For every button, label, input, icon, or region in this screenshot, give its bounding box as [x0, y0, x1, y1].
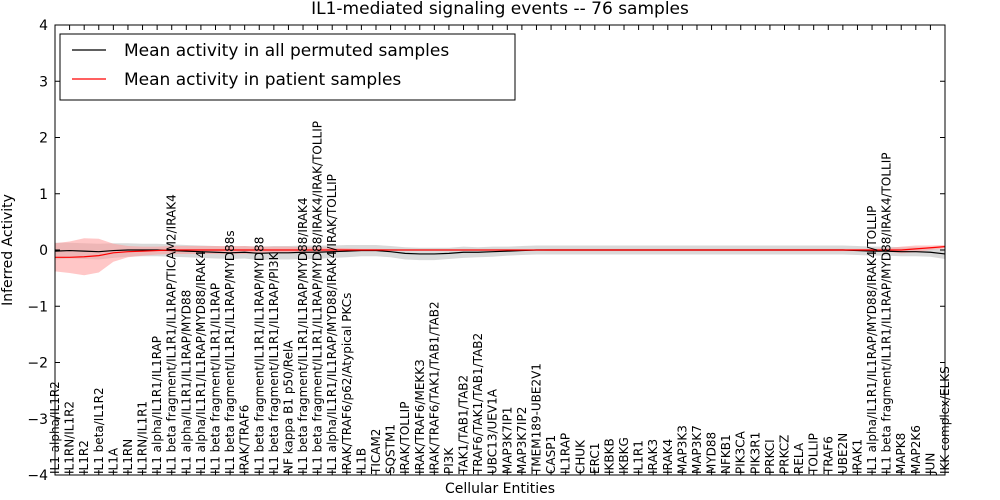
legend: Mean activity in all permuted samples Me…: [59, 33, 516, 101]
x-tick-label: PIK3CA: [734, 430, 748, 474]
x-tick-label: PRKCI: [763, 439, 777, 474]
x-tick-label: RELA: [792, 442, 806, 474]
x-tick-label: IL1RN/IL1R1: [136, 401, 150, 474]
x-tick-label: IL1 beta fragment/IL1R1/IL1RAP/MYD88s: [223, 230, 237, 474]
x-tick-label: UBC13/UEV1A: [486, 388, 500, 474]
x-tick-label: TOLLIP: [807, 433, 821, 475]
line-series-1: [55, 246, 946, 258]
x-tick-label: TMEM189-UBE2V1: [529, 363, 543, 475]
x-tick-label: IRAK3: [646, 439, 660, 474]
x-tick-label: PRKCZ: [778, 435, 792, 474]
x-tick-label: IL1RAP: [559, 433, 573, 474]
x-tick-label: MYD88: [705, 432, 719, 474]
x-tick-label: IL1 beta fragment/IL1R1/IL1RAP/PI3K: [267, 251, 281, 474]
x-tick-label: IRAK4: [661, 439, 675, 474]
y-tick-label: −4: [27, 468, 48, 484]
x-tick-label: IRAK/TOLLIP: [398, 402, 412, 474]
y-tick-label: 2: [39, 131, 48, 147]
y-tick-label: 3: [39, 74, 48, 90]
legend-box: [59, 33, 516, 101]
legend-label-permuted: Mean activity in all permuted samples: [124, 41, 449, 61]
x-tick-label: TRAF6/TAK1/TAB1/TAB2: [471, 333, 485, 475]
x-tick-label: IL1 beta fragment/IL1R1/IL1RAP/MYD88/IRA…: [311, 121, 325, 474]
legend-label-patient: Mean activity in patient samples: [124, 70, 401, 90]
x-tick-label: MAPK8: [894, 433, 908, 474]
x-tick-label: IRAK/TRAF6: [238, 405, 252, 474]
x-tick-label: IL1 beta fragment/IL1R1/IL1RAP: [208, 283, 222, 474]
x-tick-label: IL1 beta fragment/IL1R1/IL1RAP/MYD88: [252, 237, 266, 474]
plot-frame: [54, 24, 946, 476]
x-tick-label: IL1 alpha/IL1R1/IL1RAP/MYD88: [179, 290, 193, 474]
band-series-1: [55, 238, 945, 276]
x-tick-label: IL1RN: [121, 439, 135, 474]
x-tick-label: JUN: [923, 453, 937, 475]
x-tick-label: IL1 alpha/IL1R1/IL1RAP: [150, 336, 164, 474]
x-tick-label: MAP3K3: [675, 425, 689, 474]
y-tick-label: 0: [39, 243, 48, 259]
x-tick-label: PI3K: [442, 447, 456, 474]
x-tick-label: MAP2K6: [909, 425, 923, 474]
chart-title: IL1-mediated signaling events -- 76 samp…: [311, 0, 689, 19]
x-tick-label: IRAK1: [850, 439, 864, 474]
x-tick-label: IKBKB: [602, 438, 616, 474]
x-tick-label: IRAK/TRAF6/TAK1/TAB1/TAB2: [427, 301, 441, 474]
x-tick-label: MAP3K7IP1: [500, 407, 514, 474]
x-tick-label: IL1R2: [77, 440, 91, 474]
x-tick-label: IL1 alpha/IL1R1/IL1RAP/MYD88/IRAK4: [194, 251, 208, 474]
x-tick-label: SQSTM1: [384, 424, 398, 474]
x-tick-label: ERC1: [588, 443, 602, 474]
x-tick-label: NF kappa B1 p50/RelA: [281, 340, 295, 474]
x-tick-label: IL1 alpha/IL1R1/IL1RAP/MYD88/IRAK4/TOLLI…: [865, 206, 879, 474]
x-tick-label: IL1A: [106, 447, 120, 474]
x-tick-label: IL1 beta fragment/IL1R1/IL1RAP/MYD88/IRA…: [880, 153, 894, 474]
x-tick-label: IL1 beta fragment/IL1R1/IL1RAP/MYD88/IRA…: [296, 197, 310, 474]
x-tick-label: CHUK: [573, 439, 587, 474]
x-tick-label: IRAK/TRAF6/p62/Atypical PKCs: [340, 293, 354, 474]
y-axis-label: Inferred Activity: [0, 194, 16, 306]
x-tick-label: MAP3K7IP2: [515, 407, 529, 474]
x-tick-label: IRAK/TRAF6/MEKK3: [413, 359, 427, 474]
y-tick-label: −3: [27, 412, 48, 428]
x-tick-label: NFKB1: [719, 434, 733, 474]
x-tick-label: IKBKG: [617, 437, 631, 474]
x-tick-label: IL1 beta fragment/IL1R1/IL1RAP/TICAM2/IR…: [165, 194, 179, 474]
x-tick-label: IL1 beta/IL1R2: [92, 387, 106, 474]
x-tick-label: IL1R1: [632, 440, 646, 474]
x-axis-label: Cellular Entities: [445, 481, 555, 497]
x-tick-label: IL1 alpha/IL1R1/IL1RAP/MYD88/IRAK4/IRAK/…: [325, 174, 339, 474]
x-tick-label: TAK1/TAB1/TAB2: [457, 375, 471, 475]
x-tick-label: IL1RN/IL1R2: [63, 401, 77, 474]
x-tick-label: TRAF6: [821, 436, 835, 475]
y-tick-label: 1: [39, 187, 48, 203]
x-tick-label: MAP3K7: [690, 425, 704, 474]
y-tick-label: 4: [39, 18, 48, 34]
y-tick-label: −2: [27, 356, 48, 372]
x-tick-label: PIK3R1: [748, 432, 762, 474]
x-tick-label: UBE2N: [836, 433, 850, 474]
x-tick-label: TICAM2: [369, 429, 383, 475]
x-tick-label: IL1B: [354, 448, 368, 474]
y-tick-label: −1: [27, 299, 48, 315]
x-tick-label: CASP1: [544, 435, 558, 474]
